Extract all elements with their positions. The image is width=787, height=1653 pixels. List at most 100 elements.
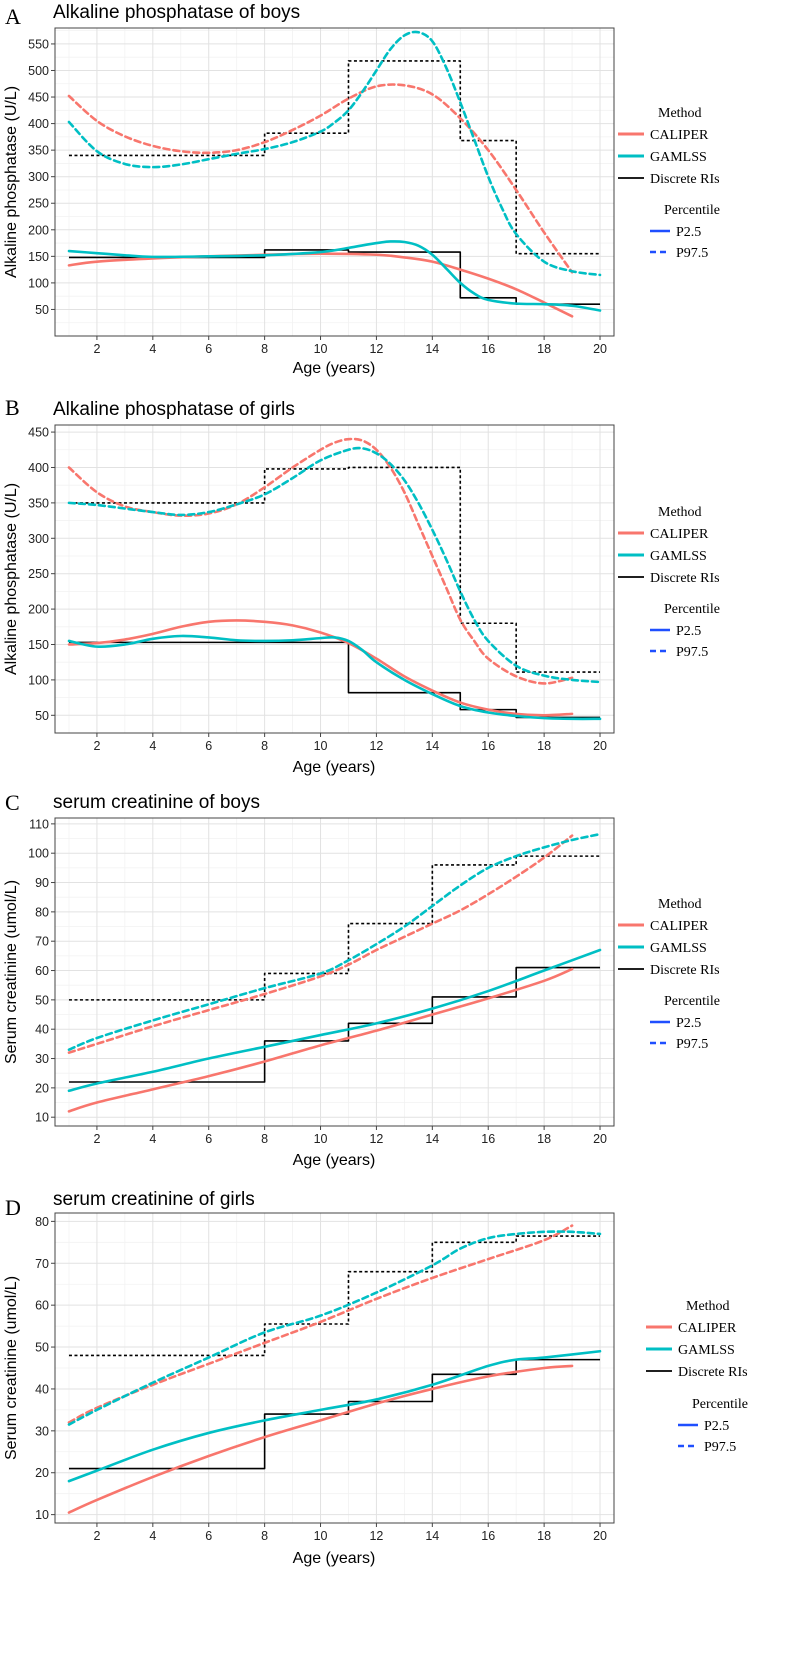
x-tick-label: 14 — [425, 739, 439, 753]
y-tick-label: 110 — [29, 817, 49, 831]
x-tick-label: 10 — [314, 739, 328, 753]
chart-title: Alkaline phosphatase of boys — [53, 2, 300, 23]
x-tick-label: 2 — [93, 342, 100, 356]
series-line-caliper-p25 — [67, 1364, 574, 1514]
y-axis-label: Serum creatinine (umol/L) — [3, 1276, 20, 1460]
legend-label-gamlss: GAMLSS — [650, 941, 707, 956]
series-line-discrete-ris-p975 — [68, 855, 601, 1001]
legend-label-p975: P97.5 — [676, 645, 708, 660]
y-tick-label: 300 — [28, 170, 49, 184]
legend-method-title: Method — [658, 505, 702, 520]
series-line-discrete-ris-p975 — [68, 466, 601, 673]
x-tick-label: 2 — [93, 1132, 100, 1146]
x-tick-label: 18 — [537, 1529, 551, 1543]
panel-letter: B — [5, 395, 20, 420]
y-tick-label: 200 — [28, 223, 49, 237]
series-line-gamlss-p975 — [67, 832, 602, 1052]
legend-percentile-title: Percentile — [664, 602, 720, 617]
x-tick-label: 10 — [314, 342, 328, 356]
x-tick-label: 14 — [425, 1132, 439, 1146]
legend-label-gamlss: GAMLSS — [678, 1343, 735, 1358]
x-tick-label: 18 — [537, 739, 551, 753]
y-tick-label: 70 — [35, 935, 49, 949]
x-tick-label: 8 — [261, 342, 268, 356]
panel-a: A Alkaline phosphatase of boys 2 4 6 8 10 12 14 1… — [3, 2, 720, 377]
x-tick-label: 8 — [261, 1132, 268, 1146]
series-line-gamlss-p975 — [67, 446, 602, 684]
chart-title: serum creatinine of boys — [53, 792, 260, 813]
y-tick-label: 90 — [35, 876, 49, 890]
x-tick-label: 18 — [537, 1132, 551, 1146]
y-tick-label: 10 — [35, 1111, 49, 1125]
legend-label-p975: P97.5 — [704, 1440, 736, 1455]
y-tick-label: 350 — [28, 144, 49, 158]
x-tick-label: 2 — [93, 739, 100, 753]
x-tick-label: 18 — [537, 342, 551, 356]
legend-label-caliper: CALIPER — [650, 128, 709, 143]
y-tick-label: 80 — [35, 1215, 49, 1229]
series-group — [67, 1224, 602, 1514]
panel-b: B Alkaline phosphatase of girls 2 4 6 8 10 12 14… — [3, 395, 720, 776]
plot-border — [54, 424, 615, 734]
y-tick-label: 50 — [35, 993, 49, 1007]
series-line-caliper-p25 — [67, 252, 574, 318]
y-tick-label: 100 — [28, 847, 49, 861]
legend-label-p975: P97.5 — [676, 246, 708, 261]
y-tick-label: 450 — [28, 426, 49, 440]
y-tick-label: 10 — [35, 1508, 49, 1522]
y-tick-label: 80 — [35, 905, 49, 919]
series-line-caliper-p975 — [67, 834, 574, 1054]
y-tick-label: 70 — [35, 1257, 49, 1271]
x-tick-label: 12 — [369, 739, 383, 753]
x-tick-label: 14 — [425, 342, 439, 356]
x-tick-label: 16 — [481, 739, 495, 753]
x-tick-label: 2 — [93, 1529, 100, 1543]
y-tick-label: 40 — [35, 1382, 49, 1396]
legend-label-p25: P2.5 — [704, 1419, 729, 1434]
y-tick-label: 150 — [28, 638, 49, 652]
legend-percentile-title: Percentile — [664, 994, 720, 1009]
y-tick-label: 350 — [28, 496, 49, 510]
y-tick-label: 60 — [35, 1299, 49, 1313]
legend-label-p25: P2.5 — [676, 1016, 701, 1031]
plot-border — [54, 27, 615, 337]
x-tick-label: 16 — [481, 342, 495, 356]
y-tick-label: 20 — [35, 1466, 49, 1480]
legend: Method CALIPER GAMLSS Discrete RIs Percentil… — [646, 1299, 748, 1455]
series-line-caliper-p975 — [67, 83, 574, 274]
chart-title: serum creatinine of girls — [53, 1189, 255, 1210]
plot-background — [55, 28, 614, 336]
series-line-gamlss-p25 — [67, 634, 602, 721]
series-line-discrete-ris-p975 — [68, 60, 601, 255]
x-tick-label: 16 — [481, 1529, 495, 1543]
series-line-gamlss-p25 — [67, 240, 602, 312]
legend-method-title: Method — [686, 1299, 730, 1314]
y-tick-label: 250 — [28, 567, 49, 581]
y-tick-label: 50 — [35, 1341, 49, 1355]
y-axis-label: Alkaline phosphatase (U/L) — [3, 86, 20, 278]
legend-method-title: Method — [658, 897, 702, 912]
series-group — [67, 30, 602, 318]
legend-label-p25: P2.5 — [676, 624, 701, 639]
y-tick-label: 400 — [28, 117, 49, 131]
x-tick-label: 20 — [593, 739, 607, 753]
x-tick-label: 6 — [205, 1529, 212, 1543]
x-axis-label: Age (years) — [293, 1550, 376, 1567]
y-tick-label: 500 — [28, 64, 49, 78]
legend-label-discrete-ris: Discrete RIs — [650, 963, 720, 978]
series-line-gamlss-p975 — [67, 30, 602, 277]
x-axis-label: Age (years) — [293, 360, 376, 377]
x-tick-label: 10 — [314, 1132, 328, 1146]
series-line-caliper-p25 — [67, 619, 574, 717]
series-line-gamlss-p25 — [67, 1349, 602, 1483]
y-tick-label: 250 — [28, 197, 49, 211]
legend: Method CALIPER GAMLSS Discrete RIs Percentil… — [618, 897, 720, 1052]
plot-border — [54, 1212, 615, 1524]
y-tick-label: 550 — [28, 37, 49, 51]
x-tick-label: 16 — [481, 1132, 495, 1146]
y-axis-label: Serum creatinine (umol/L) — [3, 880, 20, 1064]
x-tick-label: 4 — [149, 1132, 156, 1146]
y-tick-label: 100 — [28, 276, 49, 290]
legend-label-gamlss: GAMLSS — [650, 549, 707, 564]
